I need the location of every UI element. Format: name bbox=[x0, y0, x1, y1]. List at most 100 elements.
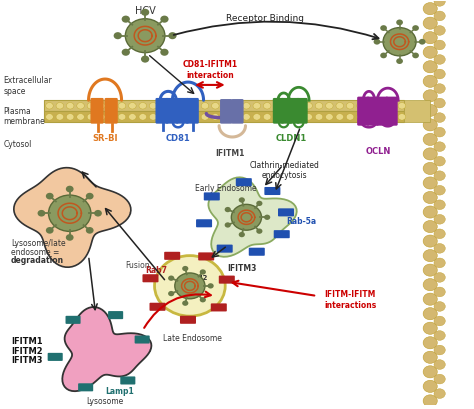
FancyBboxPatch shape bbox=[44, 111, 404, 122]
Circle shape bbox=[434, 156, 445, 166]
Circle shape bbox=[374, 39, 380, 45]
Circle shape bbox=[423, 31, 438, 44]
Circle shape bbox=[284, 103, 292, 109]
Text: degradation: degradation bbox=[11, 256, 64, 265]
Circle shape bbox=[346, 114, 354, 120]
Circle shape bbox=[423, 322, 438, 334]
Circle shape bbox=[256, 229, 263, 234]
Circle shape bbox=[125, 19, 165, 53]
Circle shape bbox=[141, 9, 149, 16]
Circle shape bbox=[274, 114, 281, 120]
Circle shape bbox=[253, 103, 261, 109]
Circle shape bbox=[423, 119, 438, 131]
Circle shape bbox=[231, 204, 262, 230]
Circle shape bbox=[168, 276, 174, 281]
Circle shape bbox=[225, 222, 231, 228]
Circle shape bbox=[336, 103, 344, 109]
FancyBboxPatch shape bbox=[135, 335, 150, 344]
Circle shape bbox=[315, 103, 323, 109]
Polygon shape bbox=[14, 168, 131, 267]
Circle shape bbox=[423, 162, 438, 175]
Circle shape bbox=[66, 186, 73, 192]
Text: Cytosol: Cytosol bbox=[4, 140, 32, 149]
Circle shape bbox=[434, 142, 445, 151]
Circle shape bbox=[423, 293, 438, 305]
Circle shape bbox=[211, 103, 219, 109]
Circle shape bbox=[175, 273, 205, 299]
Circle shape bbox=[86, 227, 93, 234]
Circle shape bbox=[149, 114, 157, 120]
Circle shape bbox=[182, 301, 188, 306]
Circle shape bbox=[149, 103, 157, 109]
FancyBboxPatch shape bbox=[120, 376, 136, 384]
FancyBboxPatch shape bbox=[48, 353, 63, 361]
Circle shape bbox=[336, 114, 344, 120]
FancyBboxPatch shape bbox=[366, 97, 379, 126]
Circle shape bbox=[434, 11, 445, 21]
Circle shape bbox=[357, 114, 364, 120]
Circle shape bbox=[388, 103, 395, 109]
Circle shape bbox=[200, 297, 206, 302]
Circle shape bbox=[434, 243, 445, 253]
FancyBboxPatch shape bbox=[278, 208, 294, 216]
Circle shape bbox=[434, 26, 445, 35]
Polygon shape bbox=[62, 307, 151, 391]
Circle shape bbox=[367, 103, 374, 109]
Circle shape bbox=[98, 114, 105, 120]
FancyBboxPatch shape bbox=[143, 274, 158, 282]
Text: Fusion: Fusion bbox=[126, 261, 150, 270]
FancyBboxPatch shape bbox=[108, 311, 123, 319]
Circle shape bbox=[264, 114, 271, 120]
FancyBboxPatch shape bbox=[404, 100, 430, 122]
Circle shape bbox=[423, 235, 438, 247]
Circle shape bbox=[367, 114, 374, 120]
Circle shape bbox=[423, 337, 438, 349]
Circle shape bbox=[168, 32, 177, 39]
FancyBboxPatch shape bbox=[211, 303, 227, 311]
FancyBboxPatch shape bbox=[44, 100, 404, 111]
Circle shape bbox=[423, 206, 438, 218]
Circle shape bbox=[434, 0, 445, 6]
Circle shape bbox=[434, 200, 445, 209]
FancyBboxPatch shape bbox=[155, 98, 169, 124]
Circle shape bbox=[122, 16, 130, 22]
Circle shape bbox=[326, 103, 333, 109]
Circle shape bbox=[434, 272, 445, 282]
Circle shape bbox=[118, 103, 126, 109]
FancyBboxPatch shape bbox=[376, 97, 388, 126]
Circle shape bbox=[46, 103, 53, 109]
Circle shape bbox=[256, 201, 263, 206]
Circle shape bbox=[434, 360, 445, 369]
Text: CD81: CD81 bbox=[166, 134, 191, 143]
Circle shape bbox=[315, 114, 323, 120]
Circle shape bbox=[108, 114, 116, 120]
Circle shape bbox=[253, 114, 261, 120]
Text: IFITM3: IFITM3 bbox=[11, 356, 42, 365]
FancyBboxPatch shape bbox=[273, 230, 290, 238]
Text: IFITM1: IFITM1 bbox=[215, 149, 245, 158]
Circle shape bbox=[141, 56, 149, 63]
Circle shape bbox=[423, 366, 438, 378]
Circle shape bbox=[383, 28, 416, 56]
FancyBboxPatch shape bbox=[149, 303, 165, 311]
Text: endosome =: endosome = bbox=[11, 247, 59, 256]
Circle shape bbox=[346, 103, 354, 109]
Circle shape bbox=[208, 283, 214, 288]
Circle shape bbox=[181, 114, 188, 120]
Circle shape bbox=[239, 232, 245, 237]
Circle shape bbox=[398, 114, 406, 120]
Circle shape bbox=[222, 114, 229, 120]
Circle shape bbox=[294, 114, 302, 120]
Circle shape bbox=[170, 103, 178, 109]
Circle shape bbox=[434, 40, 445, 50]
Circle shape bbox=[46, 227, 54, 234]
Circle shape bbox=[264, 103, 271, 109]
Circle shape bbox=[239, 197, 245, 202]
Circle shape bbox=[434, 185, 445, 195]
Circle shape bbox=[305, 103, 312, 109]
Circle shape bbox=[434, 389, 445, 398]
Circle shape bbox=[423, 90, 438, 102]
Circle shape bbox=[396, 58, 403, 64]
Circle shape bbox=[434, 330, 445, 340]
Circle shape bbox=[56, 114, 64, 120]
